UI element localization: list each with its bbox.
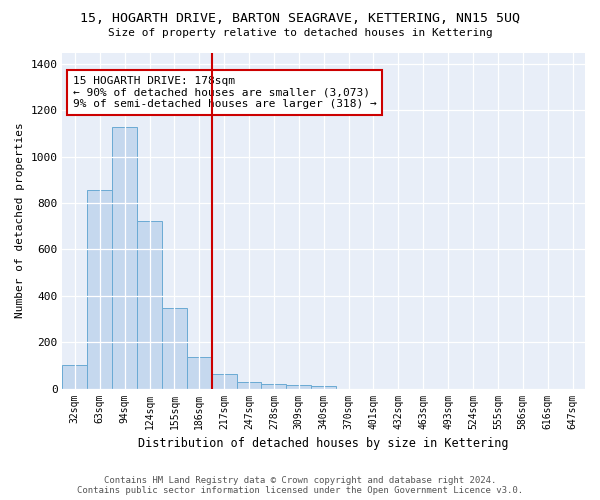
Text: Size of property relative to detached houses in Kettering: Size of property relative to detached ho… [107, 28, 493, 38]
Text: 15 HOGARTH DRIVE: 178sqm
← 90% of detached houses are smaller (3,073)
9% of semi: 15 HOGARTH DRIVE: 178sqm ← 90% of detach… [73, 76, 377, 109]
Bar [236, 382, 262, 388]
Bar [137, 221, 162, 388]
Y-axis label: Number of detached properties: Number of detached properties [15, 122, 25, 318]
Bar [311, 386, 336, 388]
Bar [62, 364, 88, 388]
Bar [262, 384, 286, 388]
Bar [88, 190, 112, 388]
X-axis label: Distribution of detached houses by size in Kettering: Distribution of detached houses by size … [139, 437, 509, 450]
Bar [112, 127, 137, 388]
Bar [212, 374, 236, 388]
Bar [286, 384, 311, 388]
Bar [187, 357, 212, 388]
Text: Contains HM Land Registry data © Crown copyright and database right 2024.
Contai: Contains HM Land Registry data © Crown c… [77, 476, 523, 495]
Bar [162, 308, 187, 388]
Text: 15, HOGARTH DRIVE, BARTON SEAGRAVE, KETTERING, NN15 5UQ: 15, HOGARTH DRIVE, BARTON SEAGRAVE, KETT… [80, 12, 520, 26]
